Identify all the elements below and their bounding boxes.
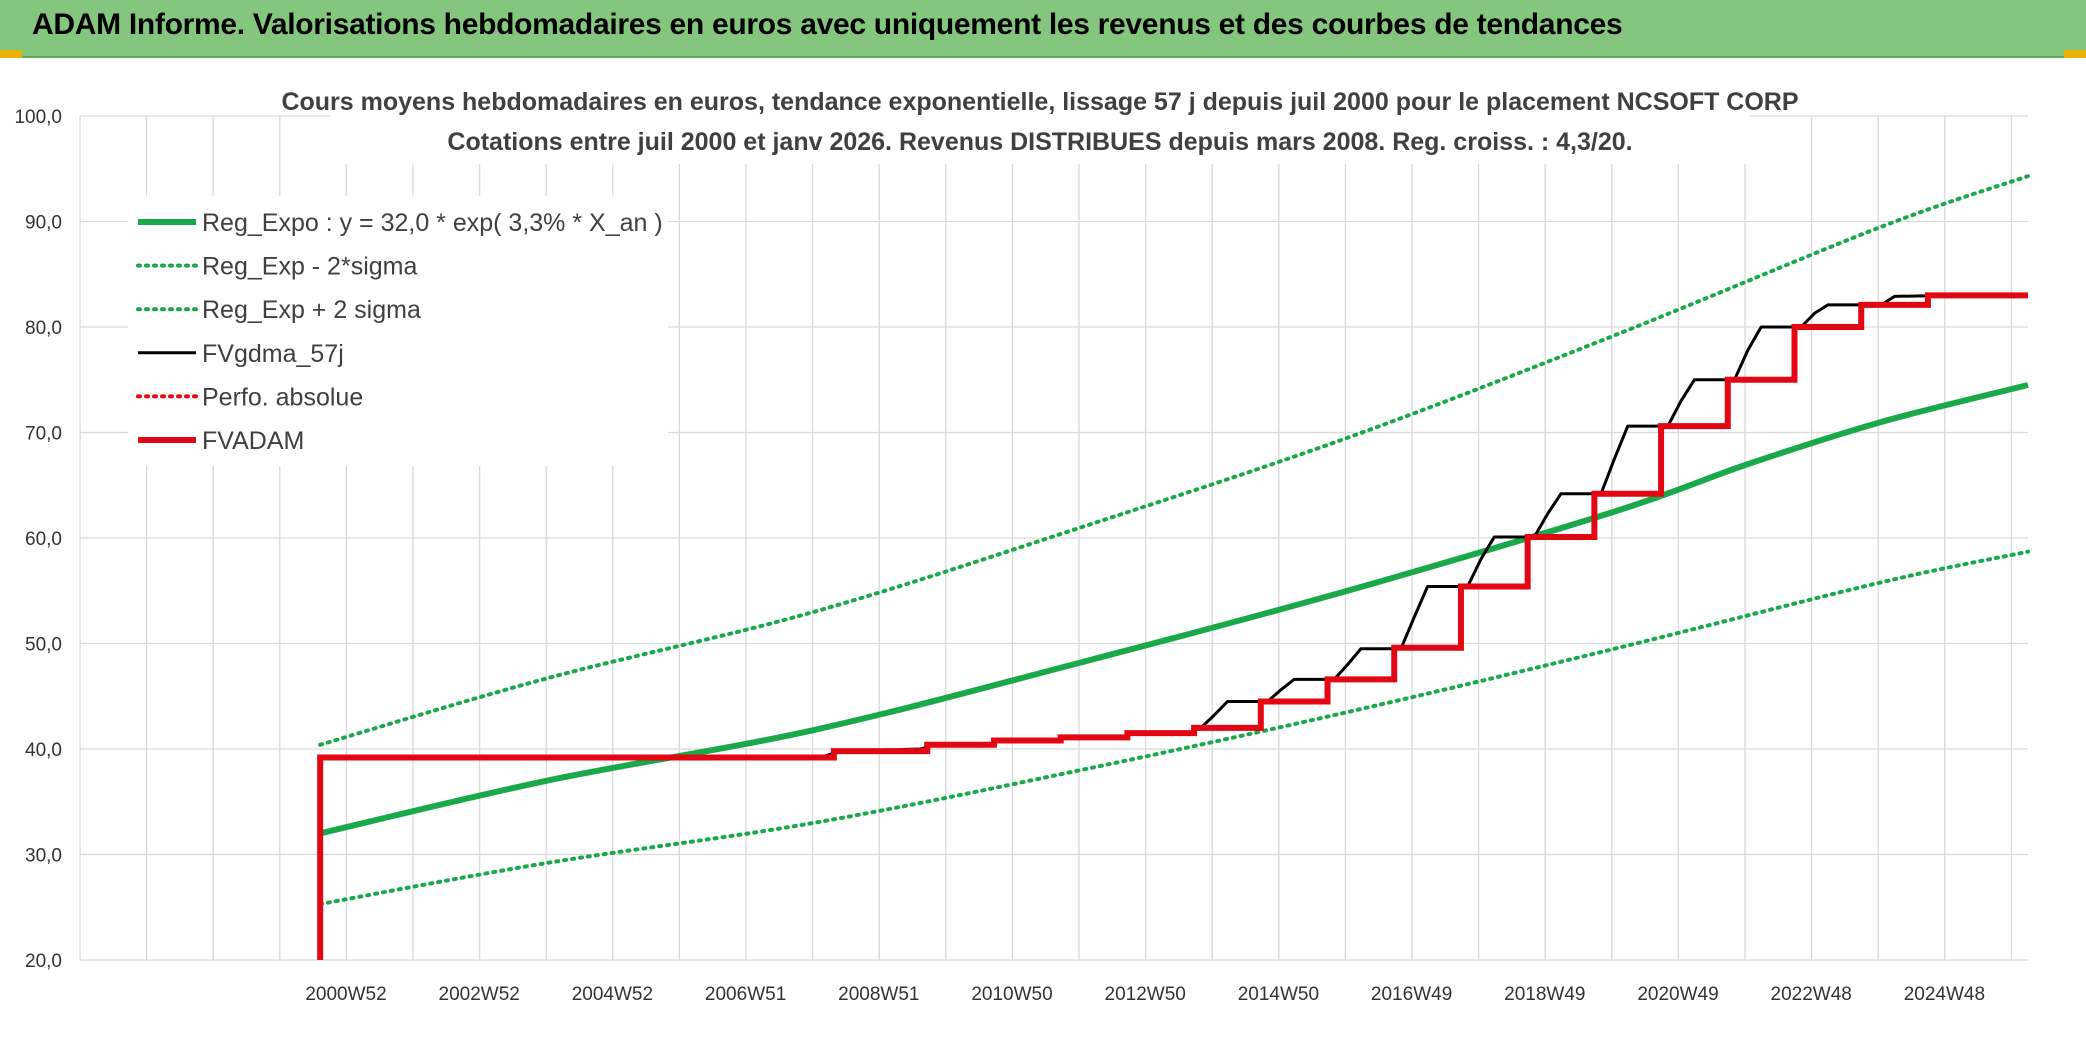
legend-label: Reg_Expo : y = 32,0 * exp( 3,3% * X_an ): [202, 209, 663, 237]
x-tick-label: 2024W48: [1904, 984, 1985, 1005]
header-banner: ADAM Informe. Valorisations hebdomadaire…: [0, 0, 2086, 58]
y-tick-label: 60,0: [25, 529, 62, 550]
x-tick-label: 2002W52: [439, 984, 520, 1005]
legend-label: Reg_Exp + 2 sigma: [202, 296, 421, 324]
series-line-2: [318, 174, 2030, 747]
y-tick-label: 40,0: [25, 740, 62, 761]
corner-mark-right: [2064, 50, 2086, 58]
legend-background: [128, 196, 668, 466]
series-line-1: [318, 549, 2030, 907]
y-tick-label: 30,0: [25, 846, 62, 867]
x-tick-label: 2006W51: [705, 984, 786, 1005]
x-tick-label: 2018W49: [1504, 984, 1585, 1005]
series-line-5: [317, 292, 2028, 960]
title-background: [330, 86, 1750, 164]
legend-label: FVgdma_57j: [202, 340, 344, 368]
chart-grid: [79, 115, 2028, 961]
y-tick-label: 20,0: [25, 951, 62, 972]
corner-mark-left: [0, 50, 22, 58]
x-tick-label: 2000W52: [305, 984, 386, 1005]
chart-series: [317, 174, 2030, 960]
legend: Reg_Expo : y = 32,0 * exp( 3,3% * X_an )…: [128, 196, 668, 466]
x-axis: 2000W52 2002W52 2004W52 2006W51 2008W51 2010W…: [305, 984, 1985, 1005]
y-tick-label: 80,0: [25, 318, 62, 339]
chart-subtitle: Cotations entre juil 2000 et janv 2026. …: [447, 128, 1632, 156]
y-axis: 20,0 30,0 40,0 50,0 60,0 70,0 80,0 90,0 100,0: [14, 107, 62, 972]
legend-label: FVADAM: [202, 427, 304, 455]
chart-title: Cours moyens hebdomadaires en euros, ten…: [281, 88, 1798, 116]
x-tick-label: 2012W50: [1105, 984, 1186, 1005]
x-tick-label: 2016W49: [1371, 984, 1452, 1005]
legend-label: Perfo. absolue: [202, 383, 363, 411]
page-title: ADAM Informe. Valorisations hebdomadaire…: [32, 8, 1623, 41]
series-line-0: [319, 382, 2029, 837]
x-tick-label: 2008W51: [838, 984, 919, 1005]
x-tick-label: 2022W48: [1771, 984, 1852, 1005]
x-tick-label: 2020W49: [1637, 984, 1718, 1005]
y-tick-label: 90,0: [25, 213, 62, 234]
y-tick-label: 50,0: [25, 635, 62, 656]
x-tick-label: 2010W50: [971, 984, 1052, 1005]
y-tick-label: 70,0: [25, 424, 62, 445]
legend-label: Reg_Exp - 2*sigma: [202, 253, 417, 281]
x-tick-label: 2014W50: [1238, 984, 1319, 1005]
x-tick-label: 2004W52: [572, 984, 653, 1005]
y-tick-label: 100,0: [14, 107, 62, 128]
